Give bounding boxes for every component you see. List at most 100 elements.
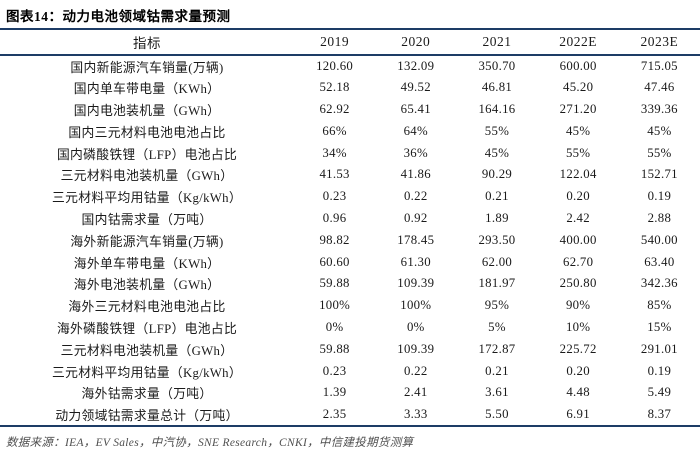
value-cell: 95% bbox=[484, 298, 510, 313]
value-cell: 62.70 bbox=[563, 254, 594, 269]
value-cell: 100% bbox=[319, 298, 351, 313]
value-cell: 0.19 bbox=[647, 363, 672, 378]
row-label: 三元材料平均用钴量（Kg/kWh） bbox=[52, 365, 242, 380]
value-cell: 0.22 bbox=[403, 189, 428, 204]
value-cell: 90.29 bbox=[481, 167, 513, 182]
value-cell: 350.70 bbox=[478, 58, 516, 73]
value-cell: 62.00 bbox=[481, 254, 513, 269]
value-cell: 3.61 bbox=[485, 385, 509, 400]
table-row: 国内单车带电量（KWh） 52.18 49.52 46.81 45.20 47.46 bbox=[0, 77, 700, 99]
value-cell: 122.04 bbox=[559, 167, 597, 182]
value-cell: 2.41 bbox=[403, 385, 428, 400]
header-cell-year: 2019 bbox=[320, 34, 350, 49]
value-cell: 0.21 bbox=[485, 189, 509, 204]
value-cell: 172.87 bbox=[478, 341, 516, 356]
value-cell: 34% bbox=[322, 145, 347, 160]
value-cell: 55% bbox=[647, 145, 672, 160]
value-cell: 90% bbox=[565, 298, 591, 313]
row-label: 海外电池装机量（GWh） bbox=[73, 278, 221, 293]
figure-title: 图表14：动力电池领域钴需求量预测 bbox=[6, 9, 231, 24]
row-label: 三元材料平均用钴量（Kg/kWh） bbox=[52, 191, 242, 206]
table-row: 三元材料电池装机量（GWh） 41.53 41.86 90.29 122.04 152.7… bbox=[0, 164, 700, 186]
value-cell: 41.53 bbox=[319, 167, 350, 182]
value-cell: 36% bbox=[403, 145, 428, 160]
row-label: 国内磷酸铁锂（LFP）电池占比 bbox=[56, 147, 238, 162]
value-cell: 41.86 bbox=[400, 167, 431, 182]
row-label: 国内单车带电量（KWh） bbox=[73, 82, 221, 97]
table-row: 国内电池装机量（GWh） 62.92 65.41 164.16 271.20 339.36 bbox=[0, 99, 700, 121]
value-cell: 55% bbox=[484, 123, 510, 138]
value-cell: 293.50 bbox=[478, 232, 516, 247]
table-row: 国内新能源汽车销量(万辆) 120.60 132.09 350.70 600.00 715… bbox=[0, 55, 700, 77]
value-cell: 1.89 bbox=[485, 210, 509, 225]
value-cell: 2.35 bbox=[322, 406, 347, 421]
value-cell: 46.81 bbox=[481, 80, 513, 95]
value-cell: 0% bbox=[325, 319, 344, 334]
value-cell: 0% bbox=[406, 319, 425, 334]
value-cell: 0.92 bbox=[403, 210, 428, 225]
value-cell: 715.05 bbox=[640, 58, 678, 73]
data-source-note: 数据来源：IEA，EV Sales，中汽协，SNE Research，CNKI，… bbox=[6, 436, 414, 449]
value-cell: 47.46 bbox=[644, 80, 675, 95]
value-cell: 181.97 bbox=[478, 276, 516, 291]
value-cell: 132.09 bbox=[397, 58, 435, 73]
value-cell: 5.49 bbox=[647, 385, 672, 400]
value-cell: 45.20 bbox=[563, 80, 594, 95]
value-cell: 164.16 bbox=[478, 101, 516, 116]
value-cell: 61.30 bbox=[400, 254, 431, 269]
value-cell: 152.71 bbox=[640, 167, 678, 182]
table-row: 海外电池装机量（GWh） 59.88 109.39 181.97 250.80 342.3… bbox=[0, 273, 700, 295]
value-cell: 291.01 bbox=[640, 341, 678, 356]
value-cell: 100% bbox=[400, 298, 432, 313]
table-row: 海外磷酸铁锂（LFP）电池占比 0% 0% 5% 10% 15% bbox=[0, 317, 700, 339]
forecast-table: 指标 2019 2020 2021 2022E 2023E 国内新能源汽车销量(万辆) 12… bbox=[0, 28, 700, 427]
value-cell: 65.41 bbox=[400, 101, 431, 116]
value-cell: 55% bbox=[565, 145, 591, 160]
value-cell: 3.33 bbox=[403, 406, 428, 421]
table-row: 三元材料平均用钴量（Kg/kWh） 0.23 0.22 0.21 0.20 0.19 bbox=[0, 186, 700, 208]
value-cell: 15% bbox=[647, 319, 672, 334]
value-cell: 0.23 bbox=[322, 363, 347, 378]
value-cell: 109.39 bbox=[397, 276, 435, 291]
value-cell: 45% bbox=[647, 123, 672, 138]
table-row: 三元材料平均用钴量（Kg/kWh） 0.23 0.22 0.21 0.20 0.19 bbox=[0, 360, 700, 382]
value-cell: 339.36 bbox=[640, 101, 678, 116]
table-row: 国内三元材料电池电池占比 66% 64% 55% 45% 45% bbox=[0, 120, 700, 142]
header-cell-year: 2021 bbox=[482, 34, 512, 49]
value-cell: 600.00 bbox=[559, 58, 597, 73]
header-cell-indicator: 指标 bbox=[133, 36, 161, 51]
value-cell: 5.50 bbox=[485, 406, 509, 421]
value-cell: 0.19 bbox=[647, 189, 672, 204]
header-cell-year: 2023E bbox=[640, 34, 679, 49]
table-row: 海外钴需求量（万吨） 1.39 2.41 3.61 4.48 5.49 bbox=[0, 382, 700, 404]
value-cell: 98.82 bbox=[319, 232, 350, 247]
value-cell: 64% bbox=[403, 123, 428, 138]
table-row: 海外新能源汽车销量(万辆) 98.82 178.45 293.50 400.00 540.… bbox=[0, 229, 700, 251]
table-row: 国内磷酸铁锂（LFP）电池占比 34% 36% 45% 55% 55% bbox=[0, 142, 700, 164]
table-row: 三元材料电池装机量（GWh） 59.88 109.39 172.87 225.72 291… bbox=[0, 338, 700, 360]
value-cell: 0.23 bbox=[322, 189, 347, 204]
value-cell: 59.88 bbox=[319, 276, 350, 291]
value-cell: 120.60 bbox=[316, 58, 354, 73]
header-row: 指标 2019 2020 2021 2022E 2023E bbox=[0, 29, 700, 55]
row-label: 三元材料电池装机量（GWh） bbox=[60, 169, 234, 184]
value-cell: 0.22 bbox=[403, 363, 428, 378]
value-cell: 0.21 bbox=[485, 363, 509, 378]
table-row: 海外三元材料电池电池占比 100% 100% 95% 90% 85% bbox=[0, 295, 700, 317]
row-label: 国内新能源汽车销量(万辆) bbox=[70, 60, 224, 75]
row-label: 国内电池装机量（GWh） bbox=[73, 103, 221, 118]
table-row: 海外单车带电量（KWh） 60.60 61.30 62.00 62.70 63.40 bbox=[0, 251, 700, 273]
value-cell: 178.45 bbox=[397, 232, 435, 247]
header-cell-year: 2020 bbox=[401, 34, 431, 49]
value-cell: 60.60 bbox=[319, 254, 350, 269]
value-cell: 2.42 bbox=[566, 210, 590, 225]
value-cell: 2.88 bbox=[647, 210, 672, 225]
row-label: 海外磷酸铁锂（LFP）电池占比 bbox=[56, 321, 238, 336]
value-cell: 271.20 bbox=[559, 101, 597, 116]
value-cell: 45% bbox=[565, 123, 591, 138]
value-cell: 109.39 bbox=[397, 341, 435, 356]
value-cell: 52.18 bbox=[319, 80, 350, 95]
value-cell: 6.91 bbox=[566, 406, 590, 421]
table-header: 指标 2019 2020 2021 2022E 2023E bbox=[0, 29, 700, 55]
